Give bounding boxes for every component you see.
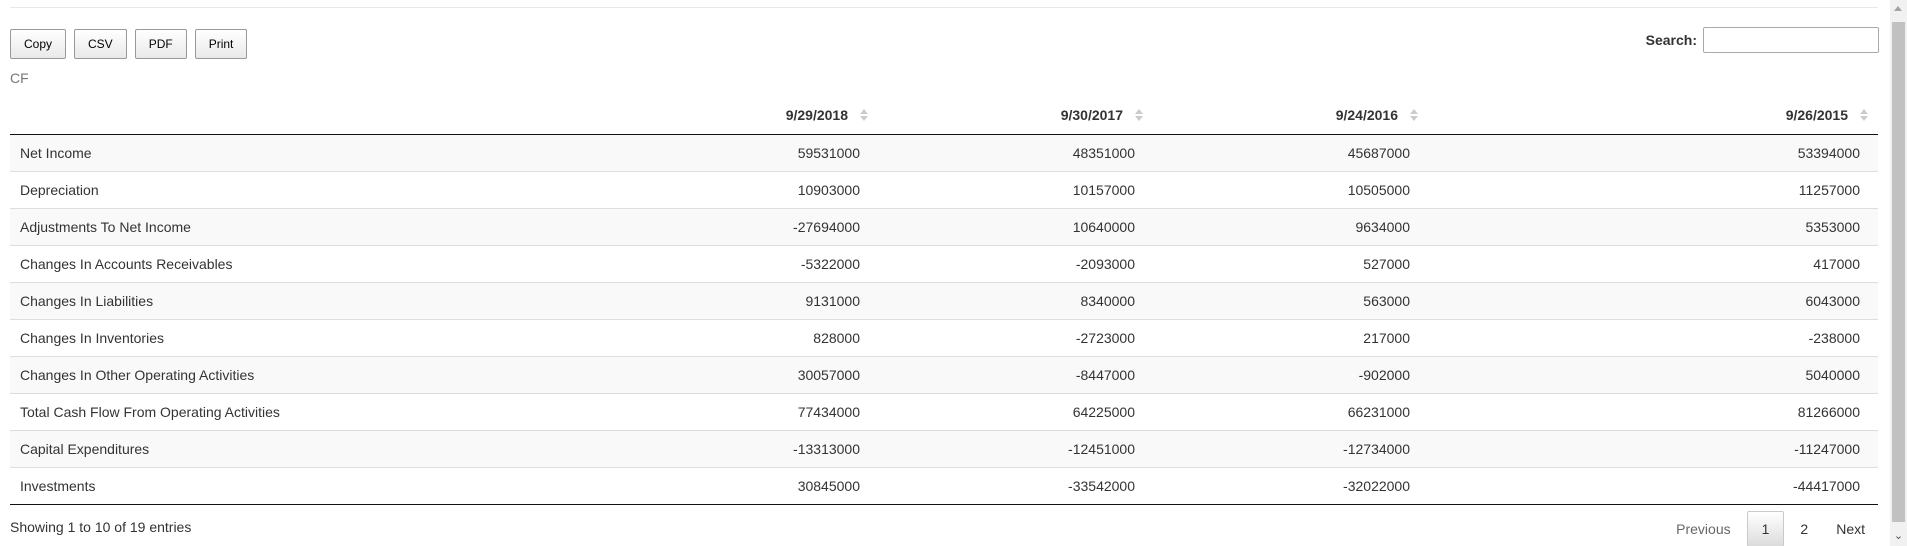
column-header-text: 9/24/2016 [1335, 107, 1398, 124]
table-info: Showing 1 to 10 of 19 entries [10, 519, 192, 535]
cell-value: 10903000 [604, 170, 878, 208]
column-header-text: 9/26/2015 [1785, 107, 1848, 124]
row-label: Investments [10, 466, 604, 505]
cell-value: -902000 [1153, 355, 1428, 393]
cell-value: -44417000 [1428, 466, 1878, 505]
export-toolbar: Copy CSV PDF Print [10, 29, 255, 59]
row-label: Changes In Inventories [10, 318, 604, 356]
cell-value: -2093000 [878, 244, 1153, 282]
table-row: Changes In Accounts Receivables -5322000… [10, 244, 1878, 282]
chevron-up-icon[interactable] [1894, 6, 1902, 11]
chevron-down-icon[interactable]: ⌄ [1893, 530, 1904, 542]
table-row: Capital Expenditures -13313000 -12451000… [10, 429, 1878, 467]
cell-value: -13313000 [604, 429, 878, 467]
cell-value: -2723000 [878, 318, 1153, 356]
cell-value: 10505000 [1153, 170, 1428, 208]
column-header-date[interactable]: 9/29/2018 [604, 97, 878, 135]
search-input[interactable] [1703, 27, 1879, 53]
column-header-date[interactable]: 9/30/2017 [878, 97, 1153, 135]
cell-value: 10640000 [878, 207, 1153, 245]
table-row: Changes In Other Operating Activities 30… [10, 355, 1878, 393]
cell-value: -27694000 [604, 207, 878, 245]
cell-value: 53394000 [1797, 144, 1860, 161]
row-label: Total Cash Flow From Operating Activitie… [10, 392, 604, 430]
csv-button[interactable]: CSV [74, 29, 127, 59]
table-header-row: 9/29/2018 9/30/2017 9/24/2016 9/26/2015 [10, 97, 1878, 135]
column-header-text: 9/29/2018 [785, 107, 848, 124]
row-label: Changes In Liabilities [10, 281, 604, 319]
cell-value: 66231000 [1153, 392, 1428, 430]
cell-value: 10157000 [878, 170, 1153, 208]
table-row: Net Income 59531000 48351000 45687000 53… [10, 134, 1878, 171]
cash-flow-table: 9/29/2018 9/30/2017 9/24/2016 9/26/2015 [10, 97, 1878, 505]
table-row: Depreciation 10903000 10157000 10505000 … [10, 170, 1878, 208]
row-label: Net Income [20, 144, 92, 161]
pagination: Previous 1 2 Next [1660, 511, 1877, 546]
cell-value: 9634000 [1153, 207, 1428, 245]
cell-value: 527000 [1153, 244, 1428, 282]
cell-value: -5322000 [604, 244, 878, 282]
cell-value: -12734000 [1153, 429, 1428, 467]
search-box: Search: [1646, 27, 1879, 53]
cell-value: 828000 [604, 318, 878, 356]
column-header-date[interactable]: 9/24/2016 [1153, 97, 1428, 135]
sort-both-icon [860, 107, 868, 123]
cell-value: 9131000 [604, 281, 878, 319]
copy-button[interactable]: Copy [10, 29, 67, 59]
page-button-1[interactable]: 1 [1746, 511, 1785, 546]
cell-value: 59531000 [797, 144, 860, 161]
cell-value: 64225000 [878, 392, 1153, 430]
cell-value: -8447000 [878, 355, 1153, 393]
vertical-scrollbar[interactable]: ⌄ [1890, 0, 1907, 546]
cell-value: 30845000 [604, 466, 878, 505]
cell-value: 11257000 [1428, 170, 1878, 208]
page-button-2[interactable]: 2 [1800, 521, 1809, 537]
cell-value: -33542000 [878, 466, 1153, 505]
cell-value: 45687000 [1347, 144, 1410, 161]
cell-value: 48351000 [1072, 144, 1135, 161]
row-label: Changes In Accounts Receivables [10, 244, 604, 282]
top-divider [10, 7, 1878, 8]
cell-value: -12451000 [878, 429, 1153, 467]
cell-value: 5353000 [1428, 207, 1878, 245]
cell-value: 563000 [1153, 281, 1428, 319]
next-page-button[interactable]: Next [1836, 521, 1865, 537]
sort-both-icon [1135, 107, 1143, 123]
row-label: Adjustments To Net Income [10, 207, 604, 245]
table-row: Changes In Liabilities 9131000 8340000 5… [10, 281, 1878, 319]
table-row: Adjustments To Net Income -27694000 1064… [10, 207, 1878, 245]
cell-value: 217000 [1153, 318, 1428, 356]
table-caption: CF [10, 70, 29, 86]
sort-both-icon [1410, 107, 1418, 123]
cell-value: -238000 [1428, 318, 1878, 356]
column-header-label[interactable] [10, 97, 604, 135]
row-label: Capital Expenditures [10, 429, 604, 467]
row-label: Changes In Other Operating Activities [10, 355, 604, 393]
column-header-text: 9/30/2017 [1060, 107, 1123, 124]
print-button[interactable]: Print [194, 29, 248, 59]
cell-value: 81266000 [1428, 392, 1878, 430]
cell-value: 5040000 [1428, 355, 1878, 393]
table-row: Changes In Inventories 828000 -2723000 2… [10, 318, 1878, 356]
sort-both-icon [1860, 107, 1868, 123]
search-label: Search: [1645, 32, 1697, 48]
cell-value: 6043000 [1428, 281, 1878, 319]
row-label: Depreciation [10, 170, 604, 208]
scrollbar-thumb[interactable] [1892, 22, 1905, 522]
column-header-date[interactable]: 9/26/2015 [1428, 97, 1878, 135]
cell-value: 30057000 [604, 355, 878, 393]
table-row: Investments 30845000 -33542000 -32022000… [10, 466, 1878, 505]
cell-value: 8340000 [878, 281, 1153, 319]
table-row: Total Cash Flow From Operating Activitie… [10, 392, 1878, 430]
pdf-button[interactable]: PDF [134, 29, 187, 59]
cell-value: -11247000 [1428, 429, 1878, 467]
cell-value: -32022000 [1153, 466, 1428, 505]
cell-value: 77434000 [604, 392, 878, 430]
previous-page-button[interactable]: Previous [1676, 521, 1731, 537]
cell-value: 417000 [1428, 244, 1878, 282]
